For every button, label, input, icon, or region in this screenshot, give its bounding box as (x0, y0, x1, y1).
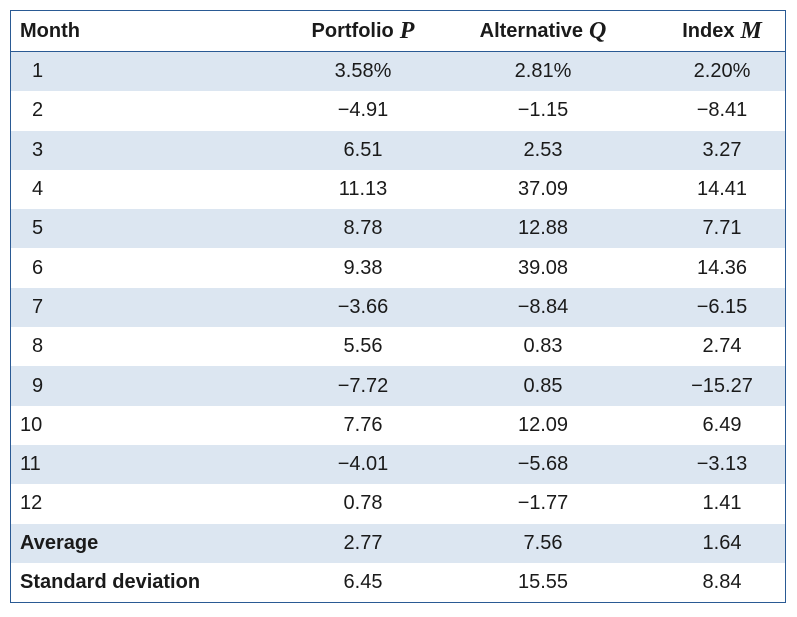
index-m-cell: −3.13 (696, 453, 748, 476)
table-row: 3 6.51 2.53 3.27 (11, 130, 785, 170)
header-alternative-label: Alternative (479, 19, 584, 42)
header-alternative-symbol: Q (589, 17, 607, 44)
portfolio-p-cell: 6.45 (343, 571, 383, 593)
portfolio-p-cell: 2.77 (343, 531, 383, 554)
table-row: 12 0.78 −1.77 1.41 (11, 484, 785, 523)
month-cell: 11 (20, 453, 41, 476)
table-body: 1 3.58% 2.81% 2.20% 2 −4.91 −1.15 −8.41 3 6.51 2.5… (11, 52, 785, 602)
index-m-cell: 7.71 (702, 217, 742, 240)
table-row: 1 3.58% 2.81% 2.20% (11, 52, 785, 92)
index-m-cell: −6.15 (696, 295, 748, 318)
table-row: 4 11.13 37.09 14.41 (11, 170, 785, 209)
alternative-q-cell: −8.84 (517, 295, 569, 318)
header-index: Index M (664, 11, 780, 51)
header-portfolio-label: Portfolio (311, 19, 394, 42)
portfolio-p-cell: −3.66 (337, 295, 389, 318)
index-m-cell: 14.36 (696, 256, 748, 279)
month-cell: 3 (32, 138, 44, 161)
portfolio-p-cell: 5.56 (343, 335, 383, 358)
table-header-row: Month Portfolio P Alternative Q Index M (11, 11, 785, 52)
index-m-cell: 14.41 (696, 178, 748, 201)
alternative-q-cell: 39.08 (517, 256, 569, 279)
index-m-cell: 1.41 (702, 492, 742, 515)
header-alternative: Alternative Q (474, 11, 612, 51)
month-cell: 10 (20, 413, 43, 436)
alternative-q-cell: −1.77 (517, 492, 569, 515)
portfolio-p-cell: −7.72 (337, 374, 389, 397)
month-cell: 1 (32, 60, 44, 83)
returns-table: Month Portfolio P Alternative Q Index M 1 3.… (10, 10, 786, 604)
alternative-q-cell: −5.68 (517, 453, 569, 476)
index-m-cell: 1.64 (702, 531, 742, 554)
portfolio-p-cell: 8.78 (343, 217, 383, 240)
index-m-cell: 2.20% (693, 60, 751, 83)
month-cell: 5 (32, 217, 44, 240)
month-cell: 12 (20, 492, 43, 515)
alternative-q-cell: 15.55 (517, 571, 569, 593)
table-row: 2 −4.91 −1.15 −8.41 (11, 91, 785, 130)
portfolio-p-cell: 0.78 (343, 492, 383, 515)
index-m-cell: 8.84 (702, 571, 742, 593)
month-cell: 4 (32, 178, 44, 201)
month-cell: 2 (32, 99, 44, 122)
alternative-q-cell: 12.88 (517, 217, 569, 240)
index-m-cell: 6.49 (702, 413, 742, 436)
table-row: 10 7.76 12.09 6.49 (11, 406, 785, 445)
summary-row: Average 2.77 7.56 1.64 (11, 523, 785, 563)
month-cell: 6 (32, 256, 44, 279)
alternative-q-cell: 37.09 (517, 178, 569, 201)
month-cell: 9 (32, 374, 44, 397)
alternative-q-cell: 0.83 (523, 335, 563, 358)
header-index-label: Index (682, 19, 735, 42)
summary-label: Average (20, 531, 99, 554)
portfolio-p-cell: 7.76 (343, 413, 383, 436)
index-m-cell: −8.41 (696, 99, 748, 122)
alternative-q-cell: 12.09 (517, 413, 569, 436)
header-portfolio: Portfolio P (291, 11, 435, 51)
alternative-q-cell: −1.15 (517, 99, 569, 122)
alternative-q-cell: 2.81% (514, 60, 572, 83)
portfolio-p-cell: 6.51 (343, 138, 383, 161)
summary-row: Standard deviation 6.45 15.55 8.84 (11, 563, 785, 602)
alternative-q-cell: 7.56 (523, 531, 563, 554)
portfolio-p-cell: 11.13 (338, 178, 388, 201)
month-cell: 7 (32, 295, 44, 318)
alternative-q-cell: 0.85 (523, 374, 563, 397)
portfolio-p-cell: −4.01 (337, 453, 389, 476)
table-row: 7 −3.66 −8.84 −6.15 (11, 287, 785, 328)
index-m-cell: 3.27 (702, 138, 742, 161)
alternative-q-cell: 2.53 (523, 138, 563, 161)
table-row: 8 5.56 0.83 2.74 (11, 327, 785, 366)
table-row: 11 −4.01 −5.68 −3.13 (11, 444, 785, 485)
portfolio-p-cell: 9.38 (343, 256, 383, 279)
table-row: 5 8.78 12.88 7.71 (11, 209, 785, 249)
portfolio-p-cell: 3.58% (334, 60, 392, 83)
header-portfolio-symbol: P (399, 17, 415, 44)
table-row: 9 −7.72 0.85 −15.27 (11, 366, 785, 406)
index-m-cell: 2.74 (702, 335, 742, 358)
month-cell: 8 (32, 335, 44, 358)
header-index-symbol: M (740, 17, 762, 44)
summary-label: Standard deviation (20, 571, 201, 593)
header-month: Month (20, 19, 80, 42)
index-m-cell: −15.27 (691, 374, 753, 397)
table-row: 6 9.38 39.08 14.36 (11, 248, 785, 287)
portfolio-p-cell: −4.91 (337, 99, 389, 122)
